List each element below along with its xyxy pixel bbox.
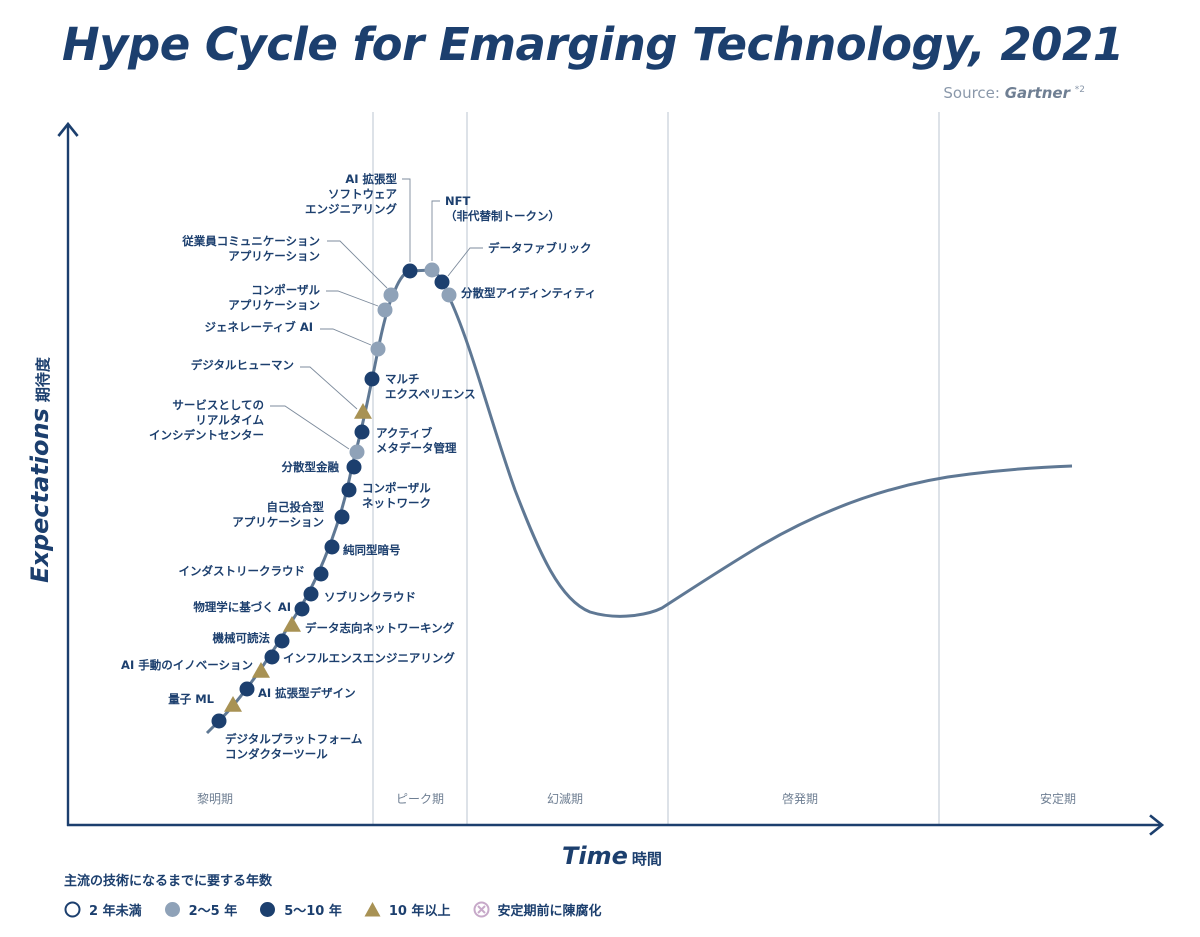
x-axis-title-en: Time	[562, 842, 628, 870]
legend-symbol	[260, 902, 276, 917]
tech-marker-circle	[402, 263, 418, 279]
legend-symbol	[164, 902, 180, 917]
tech-marker-circle	[346, 459, 362, 475]
tech-marker-circle	[211, 713, 227, 729]
tech-label: インフルエンスエンジニアリング	[283, 651, 455, 665]
tech-marker-circle	[334, 509, 350, 525]
tech-marker-circle	[364, 371, 380, 387]
legend-label: 安定期前に陳腐化	[497, 904, 602, 919]
tech-marker-triangle	[224, 696, 242, 712]
tech-marker-circle	[370, 341, 386, 357]
tech-label: デジタルヒューマン	[190, 358, 294, 372]
tech-marker-circle	[377, 302, 393, 318]
leader-line	[270, 405, 350, 450]
tech-marker-circle	[294, 601, 310, 617]
legend-hollow-circle	[64, 901, 81, 918]
chart-title: Hype Cycle for Emarging Technology, 2021	[62, 18, 1124, 71]
y-axis-title-ja: 期待度	[34, 357, 52, 403]
legend-label: 2〜5 年	[188, 904, 238, 919]
tech-label: コンポーザル アプリケーション	[228, 283, 320, 312]
tech-label: 従業員コミュニケーション アプリケーション	[182, 234, 320, 263]
legend-label: 10 年以上	[388, 904, 451, 919]
tech-marker-circle	[264, 649, 280, 665]
tech-marker-circle	[441, 287, 457, 303]
source-prefix: Source:	[943, 84, 1005, 102]
leader-line	[447, 247, 483, 277]
leader-line	[431, 200, 440, 261]
leader-line	[326, 290, 379, 307]
tech-marker-circle	[303, 586, 319, 602]
tech-marker-circle	[324, 539, 340, 555]
tech-marker-circle	[341, 482, 357, 498]
legend-triangle	[364, 902, 381, 917]
legend-circle	[164, 902, 180, 917]
tech-label: 量子 ML	[168, 692, 214, 706]
legend: 2 年未満 2〜5 年 5〜10 年 10 年以上 安定期前に陳腐化	[64, 900, 624, 919]
tech-label: AI 拡張型デザイン	[258, 686, 356, 700]
phase-label: ピーク期	[395, 792, 445, 806]
leader-line	[320, 328, 372, 346]
tech-label: マルチ エクスペリエンス	[385, 372, 476, 401]
tech-label: AI 拡張型 ソフトウェア エンジニアリング	[305, 172, 397, 216]
tech-label: AI 手動のイノベーション	[121, 658, 253, 672]
tech-label: 物理学に基づく AI	[193, 600, 291, 614]
legend-item: 安定期前に陳腐化	[473, 900, 602, 919]
legend-item: 2 年未満	[64, 900, 142, 919]
legend-item: 5〜10 年	[259, 900, 342, 919]
y-axis-title-en: Expectations	[26, 408, 54, 583]
tech-label: サービスとしての リアルタイム インシデントセンター	[149, 398, 264, 442]
tech-label: ソブリンクラウド	[324, 590, 416, 604]
source-note: *2	[1074, 85, 1085, 95]
tech-label: 分散型アイディンティティ	[461, 286, 597, 300]
tech-label: 自己投合型 アプリケーション	[232, 500, 324, 529]
leader-line	[327, 240, 388, 289]
x-axis-title: Time 時間	[562, 842, 662, 870]
tech-label: 純同型暗号	[343, 543, 401, 557]
legend-symbol	[364, 902, 381, 917]
tech-label: 分散型金融	[281, 460, 340, 474]
phase-label: 啓発期	[781, 792, 819, 806]
tech-marker-circle	[434, 274, 450, 290]
tech-marker-circle	[383, 287, 399, 303]
tech-label: インダストリークラウド	[178, 564, 306, 578]
tech-marker-circle	[349, 444, 365, 460]
tech-marker-circle	[274, 633, 290, 649]
tech-label: アクティブ メタデータ管理	[376, 426, 457, 455]
tech-label: データファブリック	[488, 241, 592, 255]
source-brand: Gartner	[1004, 84, 1070, 102]
tech-label: NFT （非代替制トークン）	[445, 194, 560, 223]
tech-label: デジタルプラットフォーム コンダクターツール	[225, 732, 363, 761]
legend-item: 10 年以上	[364, 900, 451, 919]
tech-marker-circle	[239, 681, 255, 697]
tech-marker-triangle	[354, 403, 372, 419]
leader-line	[300, 366, 358, 410]
phase-label: 安定期	[1039, 792, 1077, 806]
legend-circle	[260, 902, 276, 917]
tech-label: データ志向ネットワーキング	[305, 621, 455, 635]
tech-label: コンポーザル ネットワーク	[362, 481, 431, 510]
legend-item: 2〜5 年	[164, 900, 238, 919]
legend-symbol	[473, 901, 489, 918]
tech-label: 機械可読法	[212, 631, 271, 645]
tech-marker-triangle	[283, 616, 301, 632]
legend-label: 2 年未満	[89, 904, 142, 919]
legend-title: 主流の技術になるまでに要する年数	[64, 874, 273, 889]
phase-label: 幻滅期	[546, 792, 584, 806]
legend-label: 5〜10 年	[284, 904, 342, 919]
y-axis-title: Expectations 期待度	[26, 357, 54, 583]
tech-marker-triangle	[252, 662, 270, 678]
source-credit: Source: Gartner *2	[943, 84, 1085, 102]
legend-symbol	[64, 901, 81, 918]
tech-marker-circle	[424, 262, 440, 278]
tech-marker-circle	[354, 424, 370, 440]
x-axis-title-ja: 時間	[631, 850, 662, 868]
tech-marker-circle	[313, 566, 329, 582]
tech-label: ジェネレーティブ AI	[204, 320, 314, 334]
leader-line	[402, 178, 411, 262]
phase-label: 黎明期	[196, 792, 234, 806]
legend-x-mark	[476, 905, 486, 914]
